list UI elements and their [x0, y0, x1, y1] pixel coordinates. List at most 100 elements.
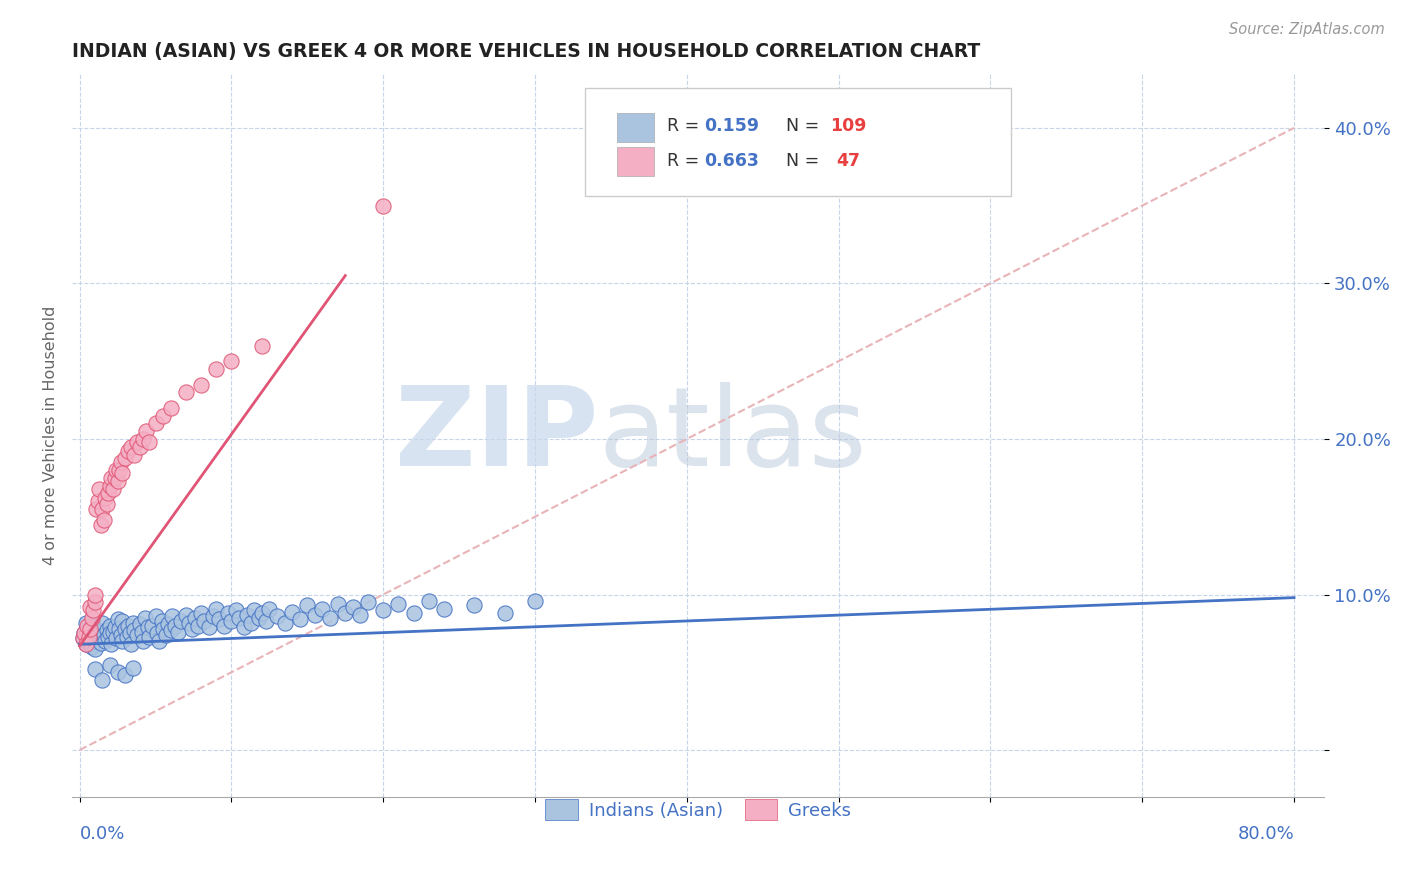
Point [205, 362, 228, 376]
Point [77, 622, 100, 636]
Point [156, 617, 179, 632]
Point [217, 606, 239, 620]
Point [250, 338, 273, 352]
Point [165, 618, 187, 632]
Point [110, 628, 132, 642]
Point [190, 377, 212, 392]
Point [221, 614, 243, 628]
Point [96, 624, 118, 638]
Point [281, 605, 304, 619]
Point [90, 517, 112, 532]
Point [266, 609, 288, 624]
Point [250, 606, 273, 620]
Point [101, 482, 124, 496]
Point [152, 409, 174, 423]
Point [82, 618, 104, 632]
Text: Source: ZipAtlas.com: Source: ZipAtlas.com [1229, 22, 1385, 37]
Point [80, 631, 103, 645]
Point [326, 597, 349, 611]
Point [121, 660, 143, 674]
Point [150, 614, 173, 628]
Point [311, 601, 333, 615]
Point [463, 599, 485, 613]
Point [193, 614, 215, 628]
Point [83, 588, 105, 602]
Point [181, 622, 204, 636]
Point [155, 628, 177, 642]
Point [80, 640, 103, 655]
Point [75, 637, 97, 651]
Point [494, 606, 516, 620]
Point [73, 626, 96, 640]
Point [122, 624, 145, 638]
Point [235, 607, 257, 622]
Point [208, 612, 231, 626]
Point [174, 385, 197, 400]
Y-axis label: 4 or more Vehicles in Household: 4 or more Vehicles in Household [44, 305, 58, 565]
Point [190, 606, 212, 620]
Point [120, 440, 142, 454]
Point [80, 611, 103, 625]
Point [134, 611, 156, 625]
Point [152, 622, 174, 636]
Point [114, 668, 136, 682]
Point [75, 637, 97, 651]
Point [118, 626, 141, 640]
Point [111, 614, 134, 628]
Point [83, 634, 105, 648]
Point [84, 622, 107, 636]
Point [94, 491, 117, 505]
Point [127, 435, 149, 450]
Point [82, 626, 104, 640]
Point [96, 497, 118, 511]
Point [77, 630, 100, 644]
Point [202, 609, 225, 624]
Point [103, 471, 125, 485]
Text: R =: R = [666, 152, 704, 170]
Text: 80.0%: 80.0% [1237, 825, 1294, 843]
Point [170, 614, 193, 628]
Point [146, 626, 169, 640]
Point [240, 615, 263, 630]
Point [76, 626, 98, 640]
Point [288, 612, 311, 626]
Point [135, 424, 157, 438]
Point [232, 620, 254, 634]
Text: INDIAN (ASIAN) VS GREEK 4 OR MORE VEHICLES IN HOUSEHOLD CORRELATION CHART: INDIAN (ASIAN) VS GREEK 4 OR MORE VEHICL… [72, 42, 980, 61]
Text: N =: N = [786, 117, 825, 135]
Point [105, 631, 128, 645]
Point [228, 611, 250, 625]
Point [115, 630, 138, 644]
Point [145, 417, 167, 431]
Point [103, 620, 125, 634]
Point [187, 618, 209, 632]
Point [138, 630, 160, 644]
Point [159, 401, 181, 415]
Point [100, 637, 122, 651]
Point [145, 609, 167, 624]
Text: 109: 109 [830, 117, 866, 135]
Point [243, 603, 266, 617]
Point [79, 637, 101, 651]
Point [107, 612, 129, 626]
Point [160, 609, 183, 624]
Point [111, 466, 134, 480]
Point [111, 634, 134, 648]
Point [110, 455, 132, 469]
Point [273, 615, 295, 630]
Point [101, 624, 124, 639]
Point [90, 636, 112, 650]
Point [83, 595, 105, 609]
Point [79, 628, 101, 642]
Point [105, 463, 128, 477]
Point [127, 628, 149, 642]
Point [82, 603, 104, 617]
Point [98, 626, 121, 640]
FancyBboxPatch shape [585, 88, 1011, 196]
Point [524, 593, 547, 607]
Point [225, 603, 247, 617]
Point [107, 474, 129, 488]
Point [148, 634, 170, 648]
Point [335, 606, 357, 620]
Text: 47: 47 [837, 152, 860, 170]
